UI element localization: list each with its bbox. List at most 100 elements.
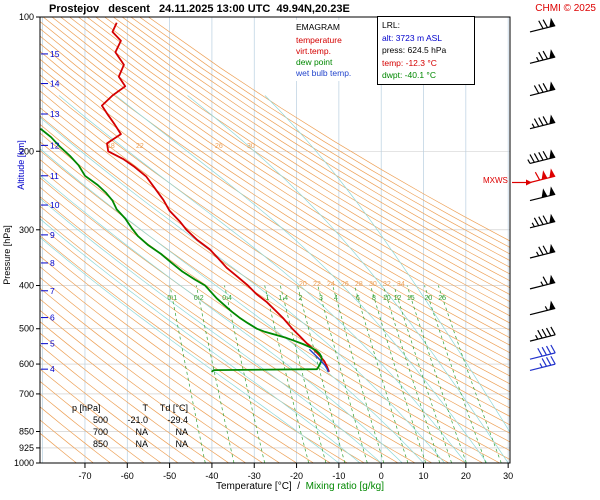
curve-dew-point — [40, 127, 323, 373]
legend-item-dew-point: dew point — [296, 57, 333, 67]
adiabat-label: 26 — [341, 281, 349, 288]
adiabat-label: 26 — [215, 143, 223, 150]
table-cell: 500 — [92, 415, 108, 425]
curve-temperature — [101, 22, 330, 373]
wind-barb — [529, 49, 556, 64]
pressure-tick-label: 500 — [19, 324, 34, 334]
adiabat-label: 22 — [136, 143, 144, 150]
table-row: 500 -21.0 -29.4 — [70, 414, 190, 426]
legend-title: EMAGRAM — [296, 22, 340, 32]
lrl-line: alt: 3723 m ASL — [382, 32, 443, 43]
mixing-ratio-label: 1.4 — [278, 295, 288, 302]
wind-barb — [529, 168, 556, 184]
wind-barbs — [527, 17, 556, 371]
wind-barb — [529, 81, 556, 97]
plot-frame — [39, 16, 511, 464]
mixing-ratio-label: 0.2 — [194, 295, 204, 302]
mxws-label: MXWS — [483, 176, 508, 185]
legend-item-wet-bulb-temp-: wet bulb temp. — [296, 68, 352, 78]
pressure-tick-label: 100 — [19, 12, 34, 22]
mixing-ratio-label: 12 — [394, 295, 402, 302]
mixing-ratio-label: 3 — [319, 295, 323, 302]
wind-barb — [529, 274, 556, 290]
legend-items: temperature virt.temp. dew point wet bulb t… — [296, 35, 351, 79]
lrl-line: temp: -12.3 °C — [382, 57, 437, 68]
wind-barb — [529, 114, 556, 130]
temperature-tick-label: 20 — [461, 471, 471, 481]
pressure-tick-label: 700 — [19, 389, 34, 399]
pressure-tick-label: 400 — [19, 281, 34, 291]
adiabat-label: 34 — [397, 281, 405, 288]
page-title: Prostejov descent 24.11.2025 13:00 UTC 4… — [49, 3, 350, 15]
altitude-tick-label: 12 — [50, 140, 60, 150]
wind-barb — [529, 17, 556, 33]
temperature-axis: -70 -60 -50 -40 -30 -20 -10 0 10 20 30 — [78, 463, 513, 481]
mixing-ratio-label: 0.1 — [167, 295, 177, 302]
mixing-ratio-lines — [169, 285, 502, 463]
mixing-ratio-label: 10 — [383, 295, 391, 302]
altitude-tick-label: 6 — [50, 313, 55, 323]
x-axis-title-temperature: Temperature [°C] — [216, 481, 292, 492]
wind-barb — [529, 243, 556, 259]
pressure-tick-label: 925 — [19, 443, 34, 453]
table-header-row: p [hPa] T Td [°C] — [70, 401, 190, 414]
adiabat-label: 20 — [299, 281, 307, 288]
legend-item-virt-temp-: virt.temp. — [296, 46, 331, 56]
table-cell: NA — [175, 439, 188, 449]
temperature-tick-label: -10 — [332, 471, 345, 481]
mixing-ratio-label: 0.4 — [222, 295, 232, 302]
temperature-tick-label: 30 — [503, 471, 513, 481]
table-header-td: Td [°C] — [159, 402, 188, 413]
lrl-lines: alt: 3723 m ASL press: 624.5 hPa temp: -12… — [382, 32, 470, 82]
dry-adiabats — [40, 17, 510, 463]
curve-wet-bulb-temp- — [308, 348, 329, 373]
moist-adiabats — [40, 95, 510, 463]
mixing-ratio-label: 8 — [372, 295, 376, 302]
mxws-arrow — [512, 179, 532, 186]
lrl-title: LRL: — [382, 20, 400, 30]
temperature-tick-label: -40 — [205, 471, 218, 481]
altitude-axis-title: Altitude [km] — [16, 140, 26, 190]
wind-barb — [529, 300, 556, 316]
lrl-line: press: 624.5 hPa — [382, 45, 447, 55]
adiabat-label: 24 — [327, 281, 335, 288]
dry-adiabat-labels: 18 22 26 30 20 22 24 26 28 30 32 34 — [107, 143, 405, 288]
temperature-tick-label: 0 — [379, 471, 384, 481]
mixing-ratio-label: 15 — [407, 295, 415, 302]
legend: EMAGRAM temperature virt.temp. dew point we… — [292, 20, 356, 81]
pressure-tick-label: 300 — [19, 225, 34, 235]
temperature-tick-label: -60 — [121, 471, 134, 481]
lrl-info-box: LRL: alt: 3723 m ASL press: 624.5 hPa temp… — [377, 16, 475, 85]
temperature-tick-label: -30 — [248, 471, 261, 481]
table-cell: -29.4 — [167, 415, 188, 425]
table-cell: 700 — [92, 427, 108, 437]
wind-barb — [529, 344, 556, 360]
legend-item-temperature: temperature — [296, 35, 342, 45]
pressure-tick-label: 1000 — [14, 458, 34, 468]
altitude-tick-label: 5 — [50, 339, 55, 349]
adiabat-label: 22 — [313, 281, 321, 288]
altitude-tick-label: 8 — [50, 258, 55, 268]
table-cell: -21.0 — [127, 415, 148, 425]
mixing-ratio-label: 20 — [424, 295, 432, 302]
temperature-tick-label: -20 — [290, 471, 303, 481]
temperature-tick-label: -70 — [78, 471, 91, 481]
x-axis-title: Temperature [°C] / Mixing ratio [g/kg] — [150, 481, 450, 492]
adiabat-label: 32 — [383, 281, 391, 288]
table-cell: NA — [175, 427, 188, 437]
pressure-tick-label: 200 — [19, 146, 34, 156]
mixing-ratio-labels: 0.1 0.2 0.4 1 1.4 2 3 4 6 8 10 12 15 20 25 — [167, 295, 446, 302]
table-row: 850 NA NA — [70, 438, 190, 450]
table-header-p: p [hPa] — [72, 402, 101, 413]
wind-barb — [529, 355, 556, 371]
altitude-tick-label: 13 — [50, 109, 60, 119]
lrl-line: dwpt: -40.1 °C — [382, 70, 436, 80]
pressure-tick-label: 600 — [19, 359, 34, 369]
mixing-ratio-label: 1 — [265, 295, 269, 302]
adiabat-label: 30 — [247, 143, 255, 150]
x-axis-title-separator: / — [291, 481, 306, 492]
altitude-tick-label: 15 — [50, 49, 60, 59]
pressure-axis: 100 200 300 400 500 600 700 850 925 1000 Pressure … — [2, 12, 40, 468]
altitude-tick-label: 7 — [50, 286, 55, 296]
